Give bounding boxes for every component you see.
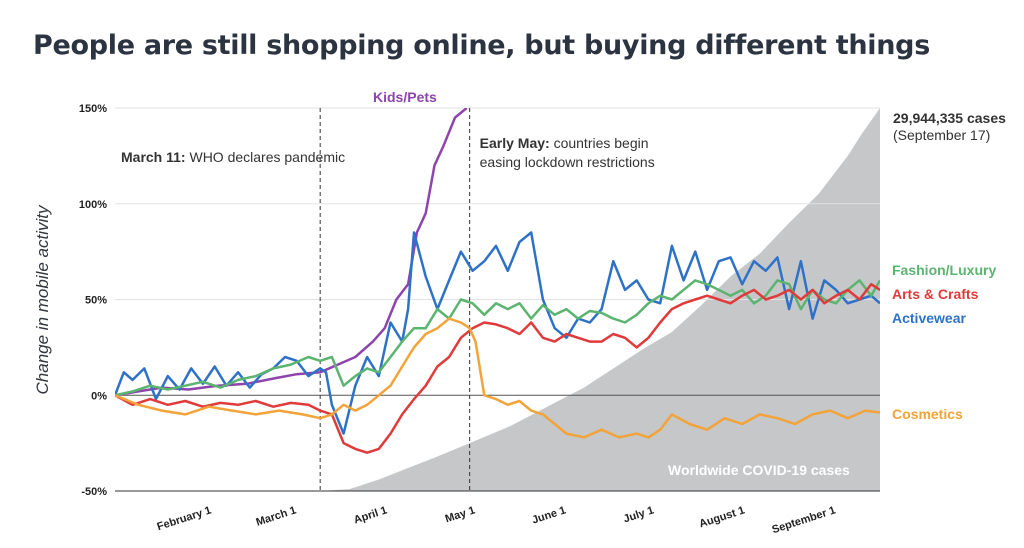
y-tick-label: -50%	[81, 486, 107, 498]
x-tick-label: February 1	[156, 504, 213, 533]
event-annotation: Early May: countries begin	[480, 135, 649, 151]
x-tick-label: May 1	[444, 504, 477, 525]
series-label-arts-crafts: Arts & Crafts	[892, 286, 979, 302]
series-line-kids-pets	[115, 108, 468, 397]
cases-max-label: 29,944,335 cases	[893, 110, 1006, 126]
series-label-kids-pets: Kids/Pets	[373, 89, 437, 105]
event-annotation-line2: easing lockdown restrictions	[480, 154, 655, 170]
cases-max-date: (September 17)	[893, 127, 990, 143]
y-tick-label: 0%	[91, 390, 107, 402]
y-tick-label: 50%	[85, 295, 107, 307]
x-tick-label: June 1	[531, 504, 568, 526]
y-tick-label: 100%	[79, 199, 107, 211]
event-lines: March 11: WHO declares pandemic Early May…	[121, 108, 655, 491]
x-tick-label: March 1	[255, 504, 298, 528]
series-line-arts-crafts	[115, 282, 880, 454]
series-line-fashion-luxury	[115, 279, 880, 397]
cases-area-label: Worldwide COVID-19 cases	[668, 462, 850, 478]
x-tick-label: April 1	[352, 504, 388, 526]
series-line-cosmetics	[115, 317, 880, 439]
series-lines: Kids/Pets Fashion/Luxury Arts & Crafts Acti…	[115, 89, 996, 454]
series-label-activewear: Activewear	[892, 310, 966, 326]
x-tick-label: September 1	[771, 504, 838, 536]
y-tick-label: 150%	[79, 103, 107, 115]
y-axis-label: Change in mobile activity	[33, 204, 52, 394]
series-line-activewear	[115, 231, 880, 435]
series-label-fashion-luxury: Fashion/Luxury	[892, 262, 996, 278]
series-label-cosmetics: Cosmetics	[892, 406, 963, 422]
event-annotation: March 11: WHO declares pandemic	[121, 149, 345, 165]
x-tick-label: August 1	[698, 504, 746, 530]
x-tick-label: July 1	[622, 504, 655, 525]
chart-title: People are still shopping online, but bu…	[33, 30, 930, 61]
